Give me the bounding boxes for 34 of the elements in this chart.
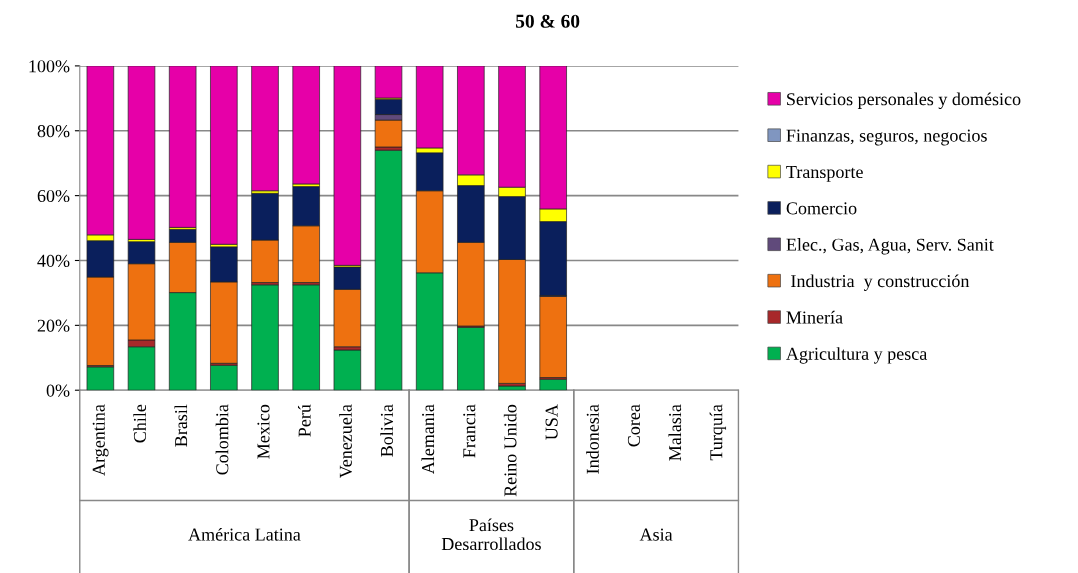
x-tick-label: Alemania <box>421 404 435 475</box>
x-tick-label: Indonesia <box>586 404 599 474</box>
x-tick-label: Chile <box>133 404 147 443</box>
x-tick-label: Francia <box>463 404 476 458</box>
y-tick-label: 0% <box>46 384 70 397</box>
x-tick-label: Colombia <box>215 404 229 475</box>
legend-label: Elec., Gas, Agua, Serv. Sanit <box>786 238 994 255</box>
legend-label: Industria y construcción <box>791 274 970 291</box>
y-tick-label: 20% <box>37 319 70 332</box>
x-tick-label: Brasil <box>174 404 188 447</box>
y-tick-label: 60% <box>37 189 70 203</box>
x-tick-label: Turquía <box>709 404 727 461</box>
x-tick-label: Venezuela <box>339 404 352 479</box>
x-tick-label: Reino Unido <box>503 404 517 497</box>
y-tick-label: 40% <box>37 254 70 267</box>
x-tick-label: Perú <box>297 404 311 437</box>
legend-label: Finanzas, seguros, negocios <box>786 129 987 146</box>
text: Asia <box>639 528 673 541</box>
y-tick-label: 100% <box>29 60 70 73</box>
legend-label: Agricultura y pesca <box>786 347 928 364</box>
legend-label: Transporte <box>786 166 863 182</box>
text: Países Desarrollados <box>441 518 541 551</box>
x-tick-label: Corea <box>627 404 641 447</box>
chart-title: 50 & 60 <box>516 14 580 28</box>
text: América Latina <box>188 527 301 541</box>
legend-label: Comercio <box>786 202 857 215</box>
legend-label: Servicios personales y domésico <box>787 92 1021 110</box>
x-tick-label: Argentina <box>92 404 109 476</box>
x-tick-label: USA <box>545 404 558 440</box>
legend-label: Minería <box>786 310 843 324</box>
x-tick-label: Malasia <box>668 404 682 461</box>
y-tick-label: 80% <box>37 125 70 138</box>
x-tick-label: Bolivia <box>380 404 394 457</box>
x-tick-label: Mexico <box>257 404 270 459</box>
